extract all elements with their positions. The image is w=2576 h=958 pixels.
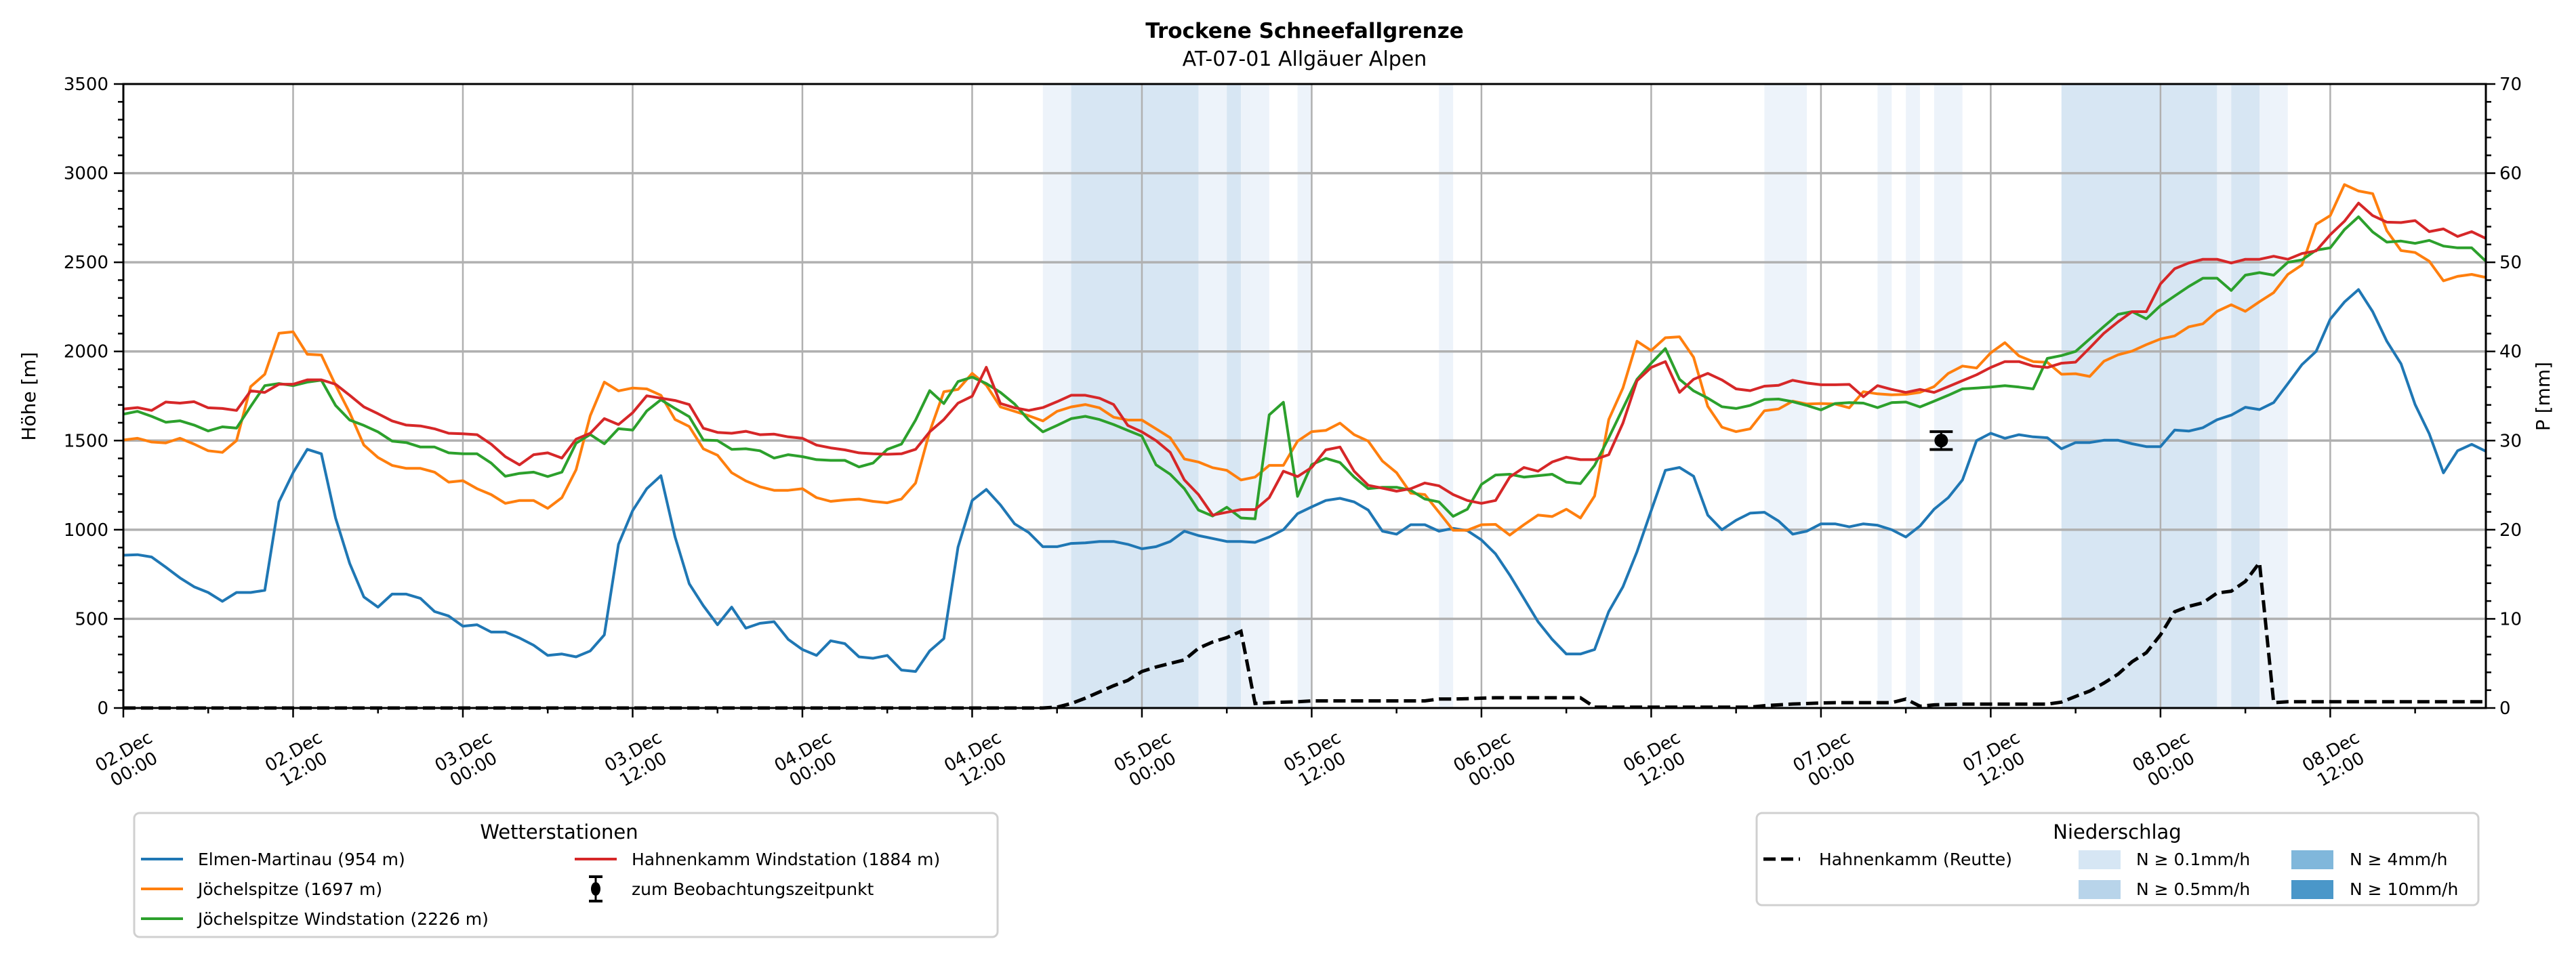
y-tick-label: 0 — [97, 699, 108, 719]
plot-frame — [122, 83, 2487, 709]
y-tick-label: 2500 — [64, 253, 108, 273]
observation-point — [1934, 434, 1948, 448]
y2-tick-label: 0 — [2499, 699, 2511, 719]
y2-tick-label: 30 — [2499, 431, 2522, 451]
precip-band — [1227, 84, 1242, 708]
precip-band — [2217, 84, 2232, 708]
series-line-0 — [123, 288, 2487, 673]
precip-band — [1906, 84, 1921, 708]
precip-band — [2231, 84, 2260, 708]
errorbar-marker-icon — [589, 875, 602, 902]
precipitation-bands — [1042, 84, 2288, 708]
grid-lines — [122, 84, 2486, 708]
precip-band — [2260, 84, 2288, 708]
y-tick-label: 3500 — [64, 75, 108, 95]
legend-label-hahnenkamm-wind: Hahnenkamm Windstation (1884 m) — [632, 850, 940, 869]
precip-band — [1877, 84, 1892, 708]
legend-label-precip-line: Hahnenkamm (Reutte) — [1819, 850, 2012, 869]
y-tick-label: 500 — [75, 609, 108, 629]
legend-swatch-level-3 — [2291, 880, 2333, 899]
y-tick-label: 1500 — [64, 431, 108, 451]
legend-swatch-level-0 — [2079, 850, 2121, 869]
legend-label-elmen: Elmen-Martinau (954 m) — [198, 850, 405, 869]
y-tick-label: 1000 — [64, 520, 108, 541]
precip-band — [1764, 84, 1807, 708]
y2-tick-label: 10 — [2499, 609, 2522, 629]
legend-stations-title: Wetterstationen — [480, 820, 638, 844]
chart-subtitle: AT-07-01 Allgäuer Alpen — [1183, 47, 1427, 71]
precip-band — [1439, 84, 1454, 708]
y-tick-label: 2000 — [64, 342, 108, 362]
legend-swatch-level-1 — [2079, 880, 2121, 899]
series-line-3 — [123, 201, 2487, 517]
legend-label-level-3: N ≥ 10mm/h — [2350, 879, 2458, 899]
precip-band — [2061, 84, 2217, 708]
legend-precip-title: Niederschlag — [2053, 820, 2181, 844]
y2-tick-label: 70 — [2499, 75, 2522, 95]
y-tick-label: 3000 — [64, 164, 108, 184]
legend-label-observation: zum Beobachtungszeitpunkt — [632, 879, 874, 899]
legend-stations: Wetterstationen Elmen-Martinau (954 m) J… — [133, 812, 999, 938]
precip-band — [1241, 84, 1269, 708]
precip-band — [1297, 84, 1312, 708]
legend-label-joechelspitze-wind: Jöchelspitze Windstation (2226 m) — [197, 909, 489, 929]
y-axis-label: Höhe [m] — [18, 352, 40, 440]
legend-precipitation: Niederschlag Hahnenkamm (Reutte) N ≥ 0.1… — [1755, 812, 2480, 907]
legend-label-level-1: N ≥ 0.5mm/h — [2136, 879, 2250, 899]
series-line-2 — [123, 215, 2487, 520]
y2-tick-label: 50 — [2499, 253, 2522, 273]
legend-label-level-2: N ≥ 4mm/h — [2350, 850, 2447, 869]
observation-marker — [1929, 430, 1953, 451]
y2-tick-label: 20 — [2499, 520, 2522, 541]
legend-label-level-0: N ≥ 0.1mm/h — [2136, 850, 2250, 869]
y2-axis-label: P [mm] — [2532, 362, 2554, 431]
y2-tick-label: 40 — [2499, 342, 2522, 362]
series-line-1 — [123, 183, 2487, 537]
precip-band — [1198, 84, 1227, 708]
legend-swatch-level-2 — [2291, 850, 2333, 869]
y2-tick-label: 60 — [2499, 164, 2522, 184]
chart-title: Trockene Schneefallgrenze — [1145, 19, 1464, 43]
legend-label-joechelspitze: Jöchelspitze (1697 m) — [197, 879, 382, 899]
